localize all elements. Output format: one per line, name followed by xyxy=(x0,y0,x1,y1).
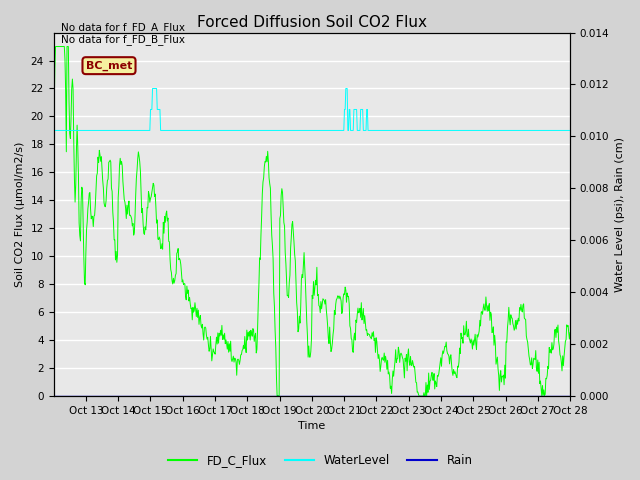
X-axis label: Time: Time xyxy=(298,421,325,432)
Title: Forced Diffusion Soil CO2 Flux: Forced Diffusion Soil CO2 Flux xyxy=(197,15,427,30)
Y-axis label: Water Level (psi), Rain (cm): Water Level (psi), Rain (cm) xyxy=(615,137,625,292)
Legend: FD_C_Flux, WaterLevel, Rain: FD_C_Flux, WaterLevel, Rain xyxy=(163,449,477,472)
Text: No data for f_FD_A_Flux: No data for f_FD_A_Flux xyxy=(61,22,185,33)
Text: BC_met: BC_met xyxy=(86,60,132,71)
Y-axis label: Soil CO2 Flux (μmol/m2/s): Soil CO2 Flux (μmol/m2/s) xyxy=(15,142,25,287)
Text: No data for f_FD_B_Flux: No data for f_FD_B_Flux xyxy=(61,34,185,45)
